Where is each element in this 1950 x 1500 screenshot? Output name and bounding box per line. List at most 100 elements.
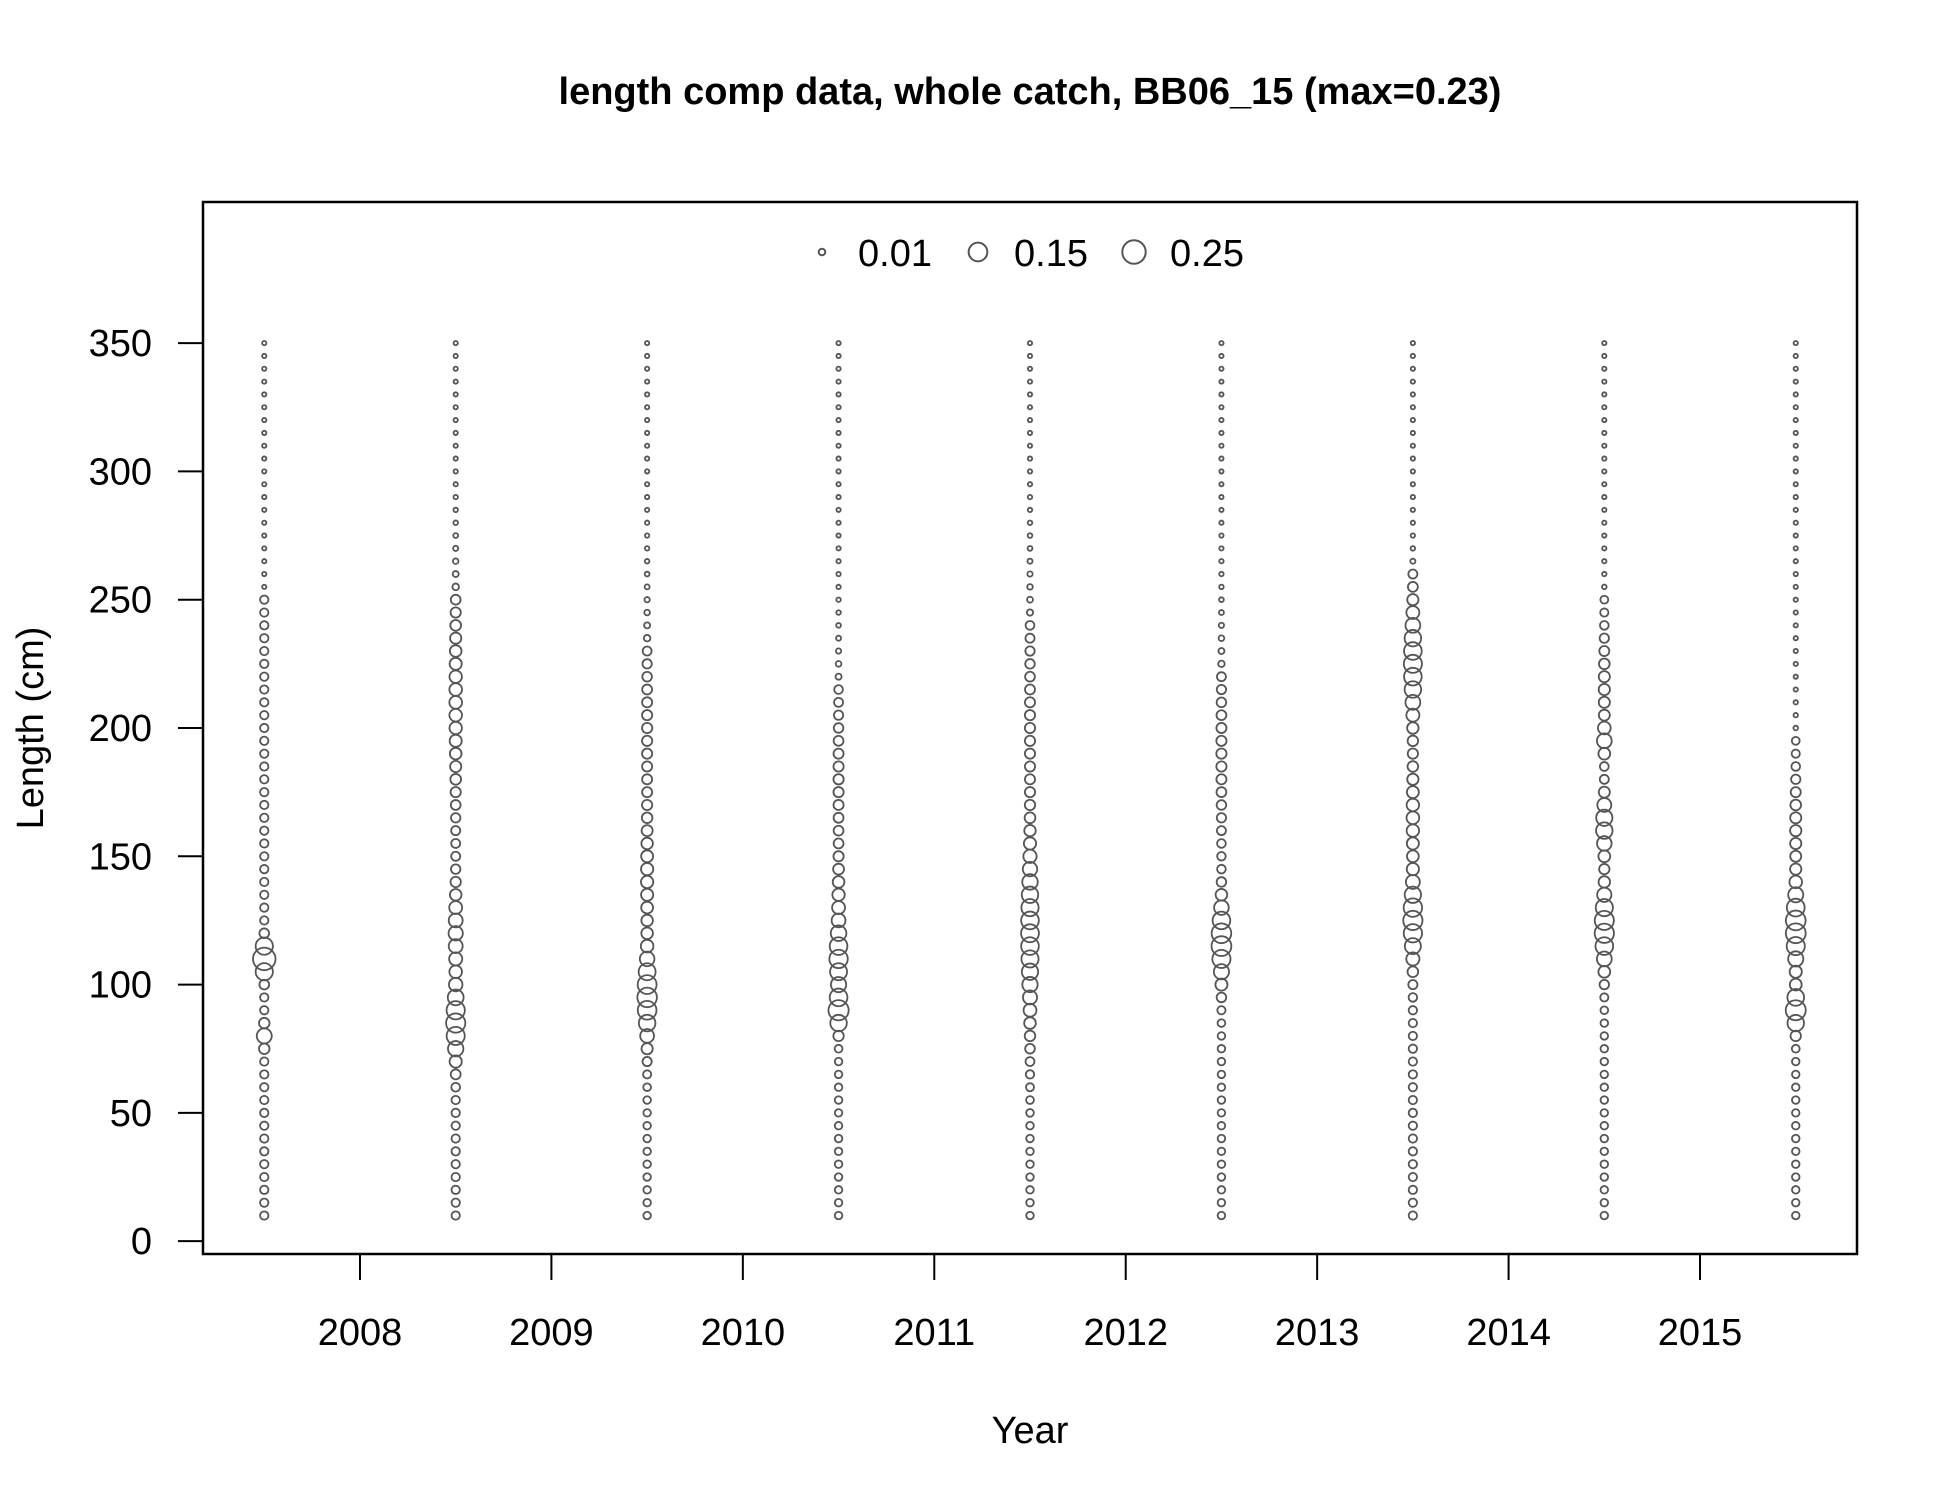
bubble-point [259,812,270,823]
bubble-point [449,759,463,774]
bubble-point [450,863,462,875]
bubble-point [835,429,842,436]
bubble-point [448,707,463,723]
bubble-point [1790,735,1801,746]
bubble-point [1594,936,1615,956]
bubble-point [1409,378,1416,385]
bubble-point [1406,849,1420,864]
bubble-point [1024,683,1036,696]
bubble-point [1599,1056,1609,1067]
bubble-point [259,748,270,759]
bubble-point [1215,812,1227,824]
bubble-point [835,391,842,398]
bubble-point [261,378,268,385]
bubble-point [261,352,268,359]
bubble-point [1026,493,1034,501]
bubble-point [1598,632,1610,644]
bubble-point [449,1068,462,1081]
bubble-point [1405,836,1420,851]
bubble-point [259,697,270,708]
bubble-point [1792,519,1799,526]
bubble-point [1792,340,1799,347]
bubble-point [641,709,654,722]
bubble-point [1409,404,1416,411]
bubble-point [832,773,845,786]
bubble-point [1789,1029,1802,1043]
bubble-point [1218,558,1225,565]
bubble-point [640,887,655,902]
bubble-point [1215,722,1228,734]
bubble-point [1214,888,1229,902]
bubble-point [640,862,655,877]
bubble-point [833,1069,844,1080]
bubble-point [1792,506,1799,513]
bubble-point [1405,862,1420,877]
bubble-point [1409,494,1416,501]
y-axis-label: Length (cm) [10,627,52,830]
bubble-point [452,365,459,372]
bubble-point [1026,583,1034,591]
bubble-point [259,1094,270,1106]
bubble-point [1216,863,1227,875]
bubble-point [643,558,651,565]
bubble-point [1024,658,1036,670]
bubble-point [1026,391,1034,398]
bubble-point [1593,922,1615,944]
bubble-point [448,964,463,979]
bubble-point [644,442,651,449]
bubble-point [1216,1031,1227,1041]
y-axis: 0 50 100 150 200 250 300 350 [89,323,204,1263]
bubble-point [261,481,268,488]
bubble-point [1023,1016,1037,1030]
bubble-point [261,545,268,552]
bubble-point [1407,979,1419,991]
bubble-point [259,594,270,605]
bubble-point [636,986,658,1009]
bubble-point [447,1040,465,1058]
bubble-point [1216,1018,1227,1028]
bubble-point [835,558,842,565]
bubble-point [835,417,842,424]
bubble-point [1791,1198,1801,1208]
bubble-point [1407,1094,1418,1106]
bubble-point [1025,1133,1035,1144]
bubble-point [832,1029,845,1043]
bubble-point [259,1210,270,1221]
bubble-point [1792,429,1799,436]
bubble-column [636,340,658,1221]
bubble-point [1792,571,1799,578]
bubble-point [644,417,651,424]
bubble-point [641,798,654,811]
bubble-point [1790,748,1801,759]
bubble-point [1406,593,1420,607]
bubble-point [259,1159,270,1170]
bubble-point [637,1013,657,1033]
bubble-column [1784,340,1807,1221]
bubble-point [1211,910,1232,931]
bubble-point [1405,810,1421,826]
bubble-point [1024,773,1036,786]
bubble-point [1216,1172,1227,1182]
bubble-point [642,1172,652,1182]
bubble-point [832,824,845,837]
bubble-point [1405,707,1421,723]
bubble-point [1024,696,1036,709]
bubble-point [261,583,268,590]
bubble-point [1597,875,1611,889]
bubble-point [644,481,651,488]
bubble-point [1218,481,1225,488]
bubble-point [1218,391,1225,398]
bubble-point [1792,365,1799,372]
bubble-point [643,583,651,591]
bubble-point [1792,545,1799,552]
bubble-point [1599,1005,1610,1015]
bubble-point [827,999,850,1022]
bubble-point [259,838,270,849]
bubble-point [1409,557,1417,565]
bubble-point [259,876,270,888]
bubble-point [259,645,270,657]
bubble-point [448,733,463,748]
bubble-point [258,927,271,940]
bubble-point [829,924,848,942]
bubble-point [1409,417,1416,424]
